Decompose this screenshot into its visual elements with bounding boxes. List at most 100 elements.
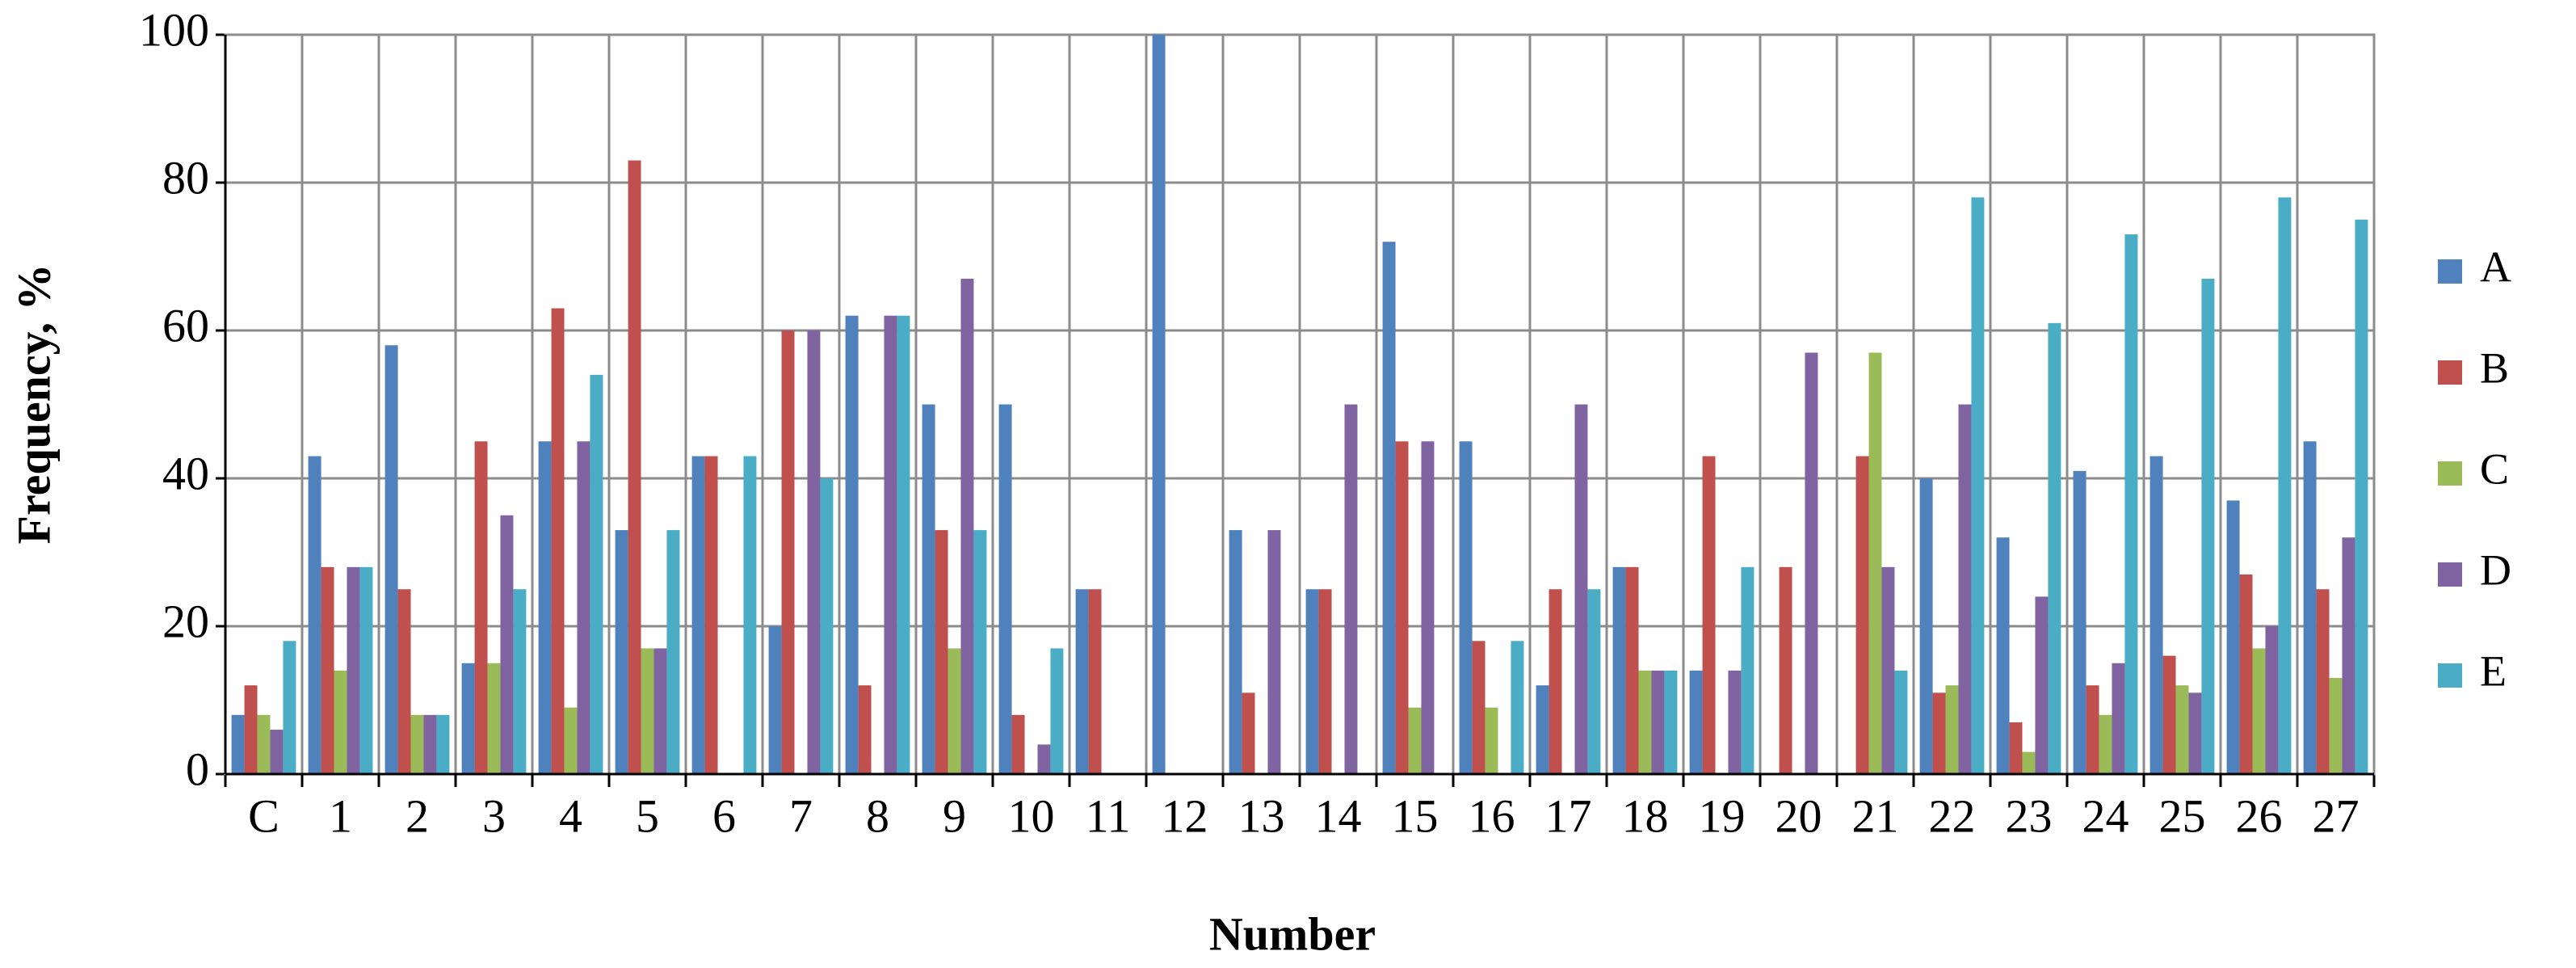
bar — [1011, 714, 1025, 774]
x-tick-label: 11 — [1086, 789, 1131, 842]
bar — [1805, 352, 1818, 774]
bar — [2112, 663, 2125, 774]
bar — [1075, 589, 1089, 774]
bar — [500, 515, 514, 774]
bar — [577, 441, 590, 774]
bar — [2278, 197, 2292, 775]
x-tick-label: 13 — [1238, 789, 1285, 842]
x-tick-label: 18 — [1622, 789, 1669, 842]
bar — [1625, 566, 1639, 774]
legend-swatch — [2438, 360, 2462, 385]
x-tick-label: 10 — [1008, 789, 1055, 842]
bar — [1050, 648, 1064, 774]
bar — [513, 589, 527, 774]
bar — [2009, 722, 2023, 774]
bar — [423, 714, 437, 774]
bar — [1971, 197, 1985, 775]
bar — [1267, 530, 1281, 774]
bar — [1305, 589, 1319, 774]
bar — [538, 441, 552, 774]
bar — [1459, 441, 1473, 774]
legend-swatch — [2438, 663, 2462, 688]
legend-label: B — [2480, 343, 2509, 392]
x-tick-label: 19 — [1699, 789, 1746, 842]
y-tick-label: 20 — [162, 595, 209, 647]
bar — [2086, 685, 2099, 774]
bar — [1868, 352, 1882, 774]
bar — [1088, 589, 1102, 774]
bar — [1945, 685, 1959, 774]
bar — [666, 530, 680, 774]
x-tick-label: 7 — [789, 789, 813, 842]
bar — [628, 160, 641, 775]
bar — [283, 641, 296, 774]
bar — [1932, 692, 1946, 774]
bar — [1536, 685, 1549, 774]
x-tick-label: 3 — [482, 789, 506, 842]
x-tick-label: 24 — [2082, 789, 2129, 842]
bar — [2099, 714, 2112, 774]
bar — [257, 714, 271, 774]
x-tick-label: 15 — [1392, 789, 1439, 842]
bar — [1638, 670, 1652, 774]
bar — [1574, 404, 1588, 774]
bar — [1919, 478, 1933, 774]
x-tick-label: 21 — [1852, 789, 1899, 842]
bar — [2239, 574, 2253, 774]
bar — [1242, 692, 1255, 774]
bar — [1408, 707, 1422, 774]
x-tick-label: 16 — [1469, 789, 1515, 842]
bar — [474, 441, 488, 774]
bar — [1318, 589, 1332, 774]
bar — [2303, 441, 2317, 774]
x-tick-label: 2 — [406, 789, 429, 842]
y-tick-label: 60 — [162, 299, 209, 351]
bar — [704, 456, 718, 774]
bar — [1894, 670, 1908, 774]
bar — [1779, 566, 1792, 774]
bar — [2342, 537, 2355, 774]
bar — [820, 478, 834, 774]
y-axis-title: Frequency, % — [7, 264, 60, 545]
x-tick-label: 5 — [636, 789, 659, 842]
bar — [590, 374, 603, 774]
bar — [2035, 596, 2049, 774]
bar — [1664, 670, 1678, 774]
bar — [308, 456, 321, 774]
bar — [1511, 641, 1524, 774]
bar — [1395, 441, 1409, 774]
bar — [858, 685, 872, 774]
bar — [960, 278, 974, 774]
legend-swatch — [2438, 562, 2462, 587]
x-tick-label: 27 — [2313, 789, 2360, 842]
legend-label: D — [2480, 545, 2511, 594]
x-tick-label: 23 — [2006, 789, 2053, 842]
bar — [1689, 670, 1703, 774]
x-tick-label: 4 — [559, 789, 582, 842]
bar — [615, 530, 628, 774]
bar — [781, 330, 795, 774]
bar — [1881, 566, 1895, 774]
bar — [935, 530, 948, 774]
bar — [487, 663, 501, 774]
bar — [385, 345, 398, 774]
x-tick-label: 1 — [329, 789, 352, 842]
y-tick-label: 0 — [186, 743, 209, 795]
legend-swatch — [2438, 461, 2462, 486]
legend-label: E — [2480, 646, 2507, 695]
bar — [270, 730, 284, 774]
legend-label: A — [2480, 242, 2511, 291]
bar — [1702, 456, 1716, 774]
x-tick-label: 14 — [1315, 789, 1362, 842]
bar — [922, 404, 935, 774]
bar — [1651, 670, 1665, 774]
bar — [897, 315, 910, 774]
bar — [1612, 566, 1626, 774]
bar — [1741, 566, 1754, 774]
x-tick-label: 12 — [1162, 789, 1208, 842]
bar — [359, 566, 373, 774]
bar — [2022, 751, 2036, 774]
x-tick-label: C — [248, 789, 279, 842]
bar — [2175, 685, 2189, 774]
bar — [641, 648, 654, 774]
